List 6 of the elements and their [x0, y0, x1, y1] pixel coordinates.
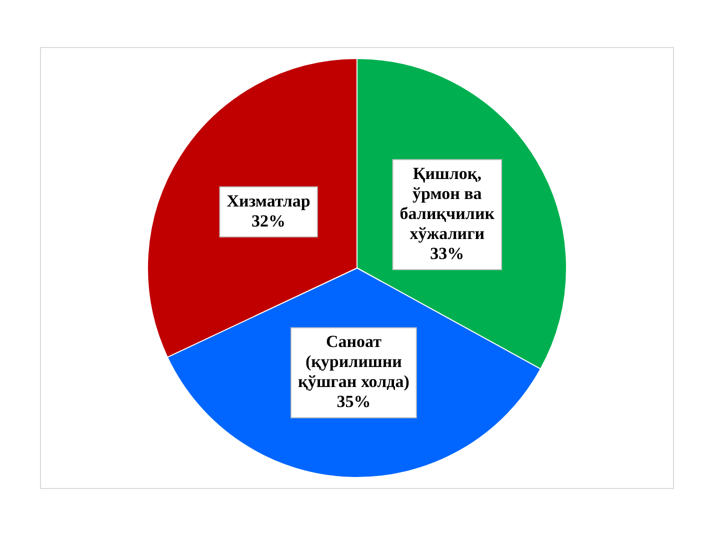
slice-label: Саноат (қурилишни қўшган холда) [298, 332, 410, 392]
data-label: 35% [336, 392, 371, 412]
slice-label: Қишлоқ, ўрмон ва балиқчилик хўжалиги [400, 164, 495, 244]
data-label: 33% [430, 244, 464, 264]
data-label: 32% [252, 211, 286, 230]
slice-label: Хизматлар [226, 191, 310, 210]
